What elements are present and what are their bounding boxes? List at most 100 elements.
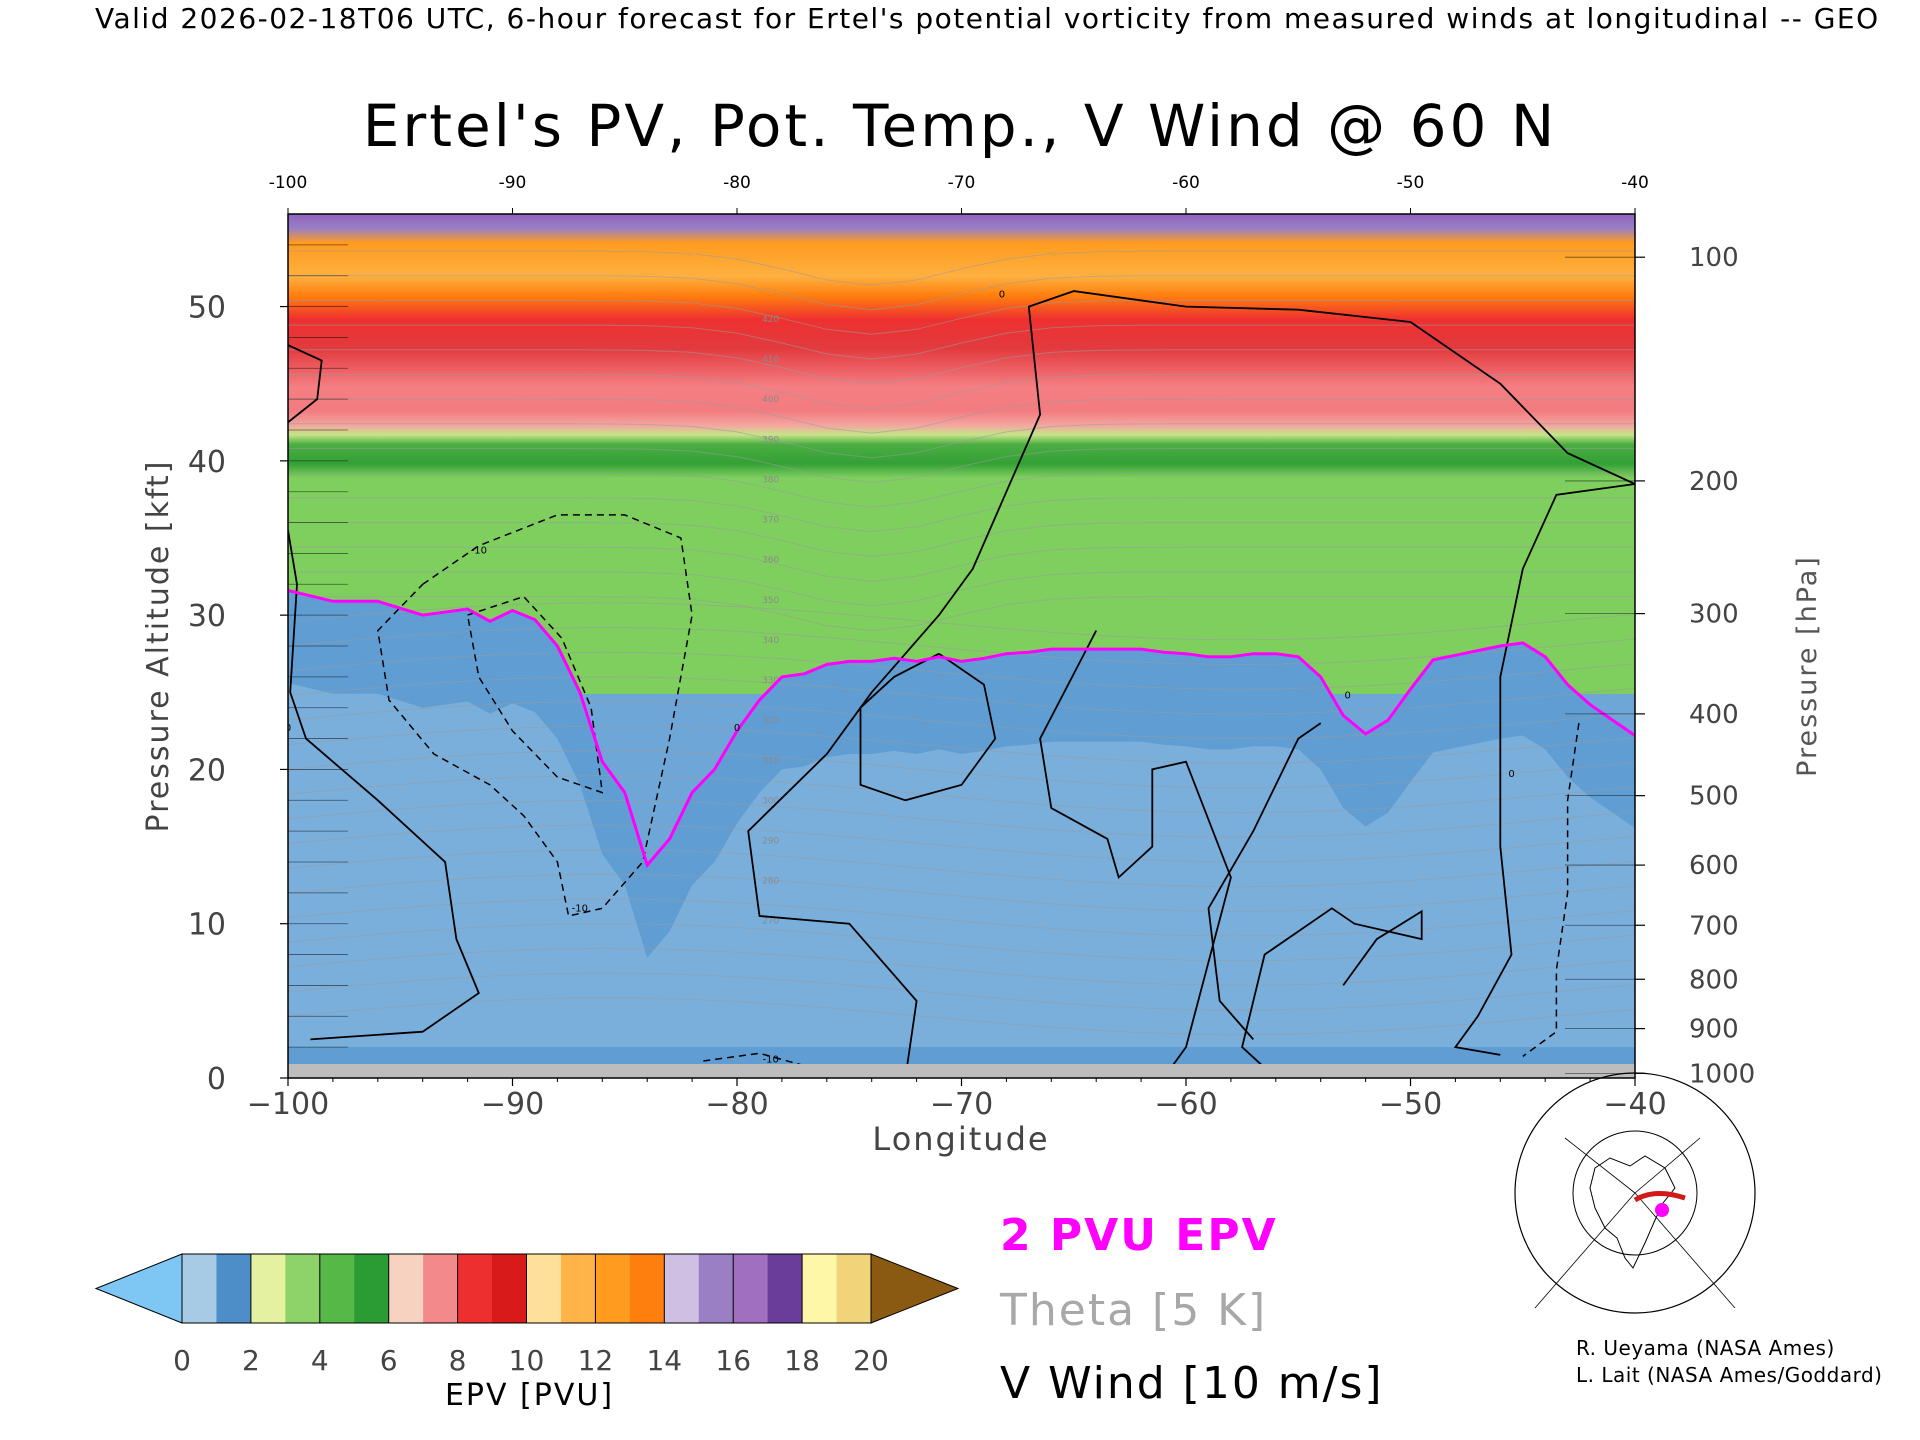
theta-contour <box>288 497 1635 533</box>
v-wind-contour-negative <box>376 514 1580 1067</box>
theta-contour <box>288 972 1635 1011</box>
x-tick-label: −40 <box>1603 1087 1666 1122</box>
colorbar-swatch <box>492 1254 527 1323</box>
colorbar-tick-label: 6 <box>380 1344 398 1377</box>
colorbar-tick-label: 12 <box>578 1344 614 1377</box>
y-tick-label: 40 <box>188 445 226 480</box>
v-wind-label: -10 <box>471 545 487 556</box>
v-wind-label: 0 <box>999 289 1005 300</box>
colorbar-swatch <box>595 1254 631 1323</box>
pressure-tick-label: 600 <box>1689 851 1739 881</box>
theta-contours: 420 410 400 390 380 370 360 350 340 330 320 310 300 2… <box>288 250 1635 1036</box>
theta-contour <box>288 596 1635 632</box>
theta-label: 390 <box>762 435 779 445</box>
theta-label: 280 <box>762 877 779 887</box>
x-top-tick-label: -100 <box>269 173 308 193</box>
x-top-tick-label: -90 <box>499 173 527 193</box>
theta-contour <box>288 571 1635 607</box>
v-wind-contour <box>288 344 480 1041</box>
colorbar-swatch <box>836 1254 872 1323</box>
v-wind-label: -10 <box>763 1055 779 1066</box>
pressure-tick-label: 900 <box>1689 1015 1739 1045</box>
x-tick-label: −80 <box>705 1087 768 1122</box>
theta-contour <box>288 374 1635 409</box>
theta-contour <box>288 448 1635 484</box>
y-tick-label: 0 <box>207 1062 226 1097</box>
x-tick-label: −100 <box>247 1087 329 1122</box>
theta-label: 330 <box>762 676 779 686</box>
theta-label: 410 <box>762 355 779 365</box>
v-wind-label: -10 <box>572 903 588 914</box>
pressure-tick-label: 200 <box>1689 467 1739 497</box>
pressure-axis-label: Pressure [hPa] <box>1792 555 1823 777</box>
theta-contour <box>288 651 1635 690</box>
colorbar-label: EPV [PVU] <box>444 1378 615 1413</box>
v-wind-contour <box>747 290 1635 1078</box>
x-tick-label: −60 <box>1154 1087 1217 1122</box>
colorbar-swatch <box>698 1254 734 1323</box>
x-tick-label: −50 <box>1379 1087 1442 1122</box>
colorbar-swatch <box>664 1254 700 1323</box>
pressure-tick-label: 300 <box>1689 600 1739 630</box>
v-wind-label: 0 <box>734 723 740 734</box>
x-top-tick-label: -60 <box>1172 173 1200 193</box>
colorbar-tick-label: 14 <box>646 1344 682 1377</box>
theta-contour <box>288 676 1635 715</box>
x-axis-top: -100 -90 -80 -70 -60 -50 -40 <box>269 173 1649 214</box>
theta-contour <box>288 398 1635 434</box>
colorbar-swatch <box>250 1254 286 1323</box>
x-axis-label: Longitude <box>872 1120 1049 1158</box>
terrain-mask <box>288 1064 1635 1078</box>
theta-contour <box>288 423 1635 459</box>
theta-contour <box>288 546 1635 582</box>
colorbar-swatch <box>182 1254 217 1323</box>
colorbar-tick-label: 18 <box>784 1344 820 1377</box>
theta-label: 420 <box>762 315 779 325</box>
theta-contour <box>288 775 1635 814</box>
colorbar-swatch <box>457 1254 493 1323</box>
theta-contour <box>288 898 1635 937</box>
y-axis-label: Pressure Altitude [kft] <box>141 460 176 833</box>
locator-map <box>1514 1072 1756 1314</box>
x-top-tick-label: -40 <box>1621 173 1649 193</box>
colorbar-over-arrow <box>870 1253 960 1324</box>
colorbar: 0 2 4 6 8 10 12 14 16 18 20 <box>94 1253 960 1377</box>
pressure-tick-label: 1000 <box>1689 1059 1755 1089</box>
x-axis: −100 −90 −80 −70 −60 −50 −40 <box>247 1078 1667 1122</box>
colorbar-swatch <box>767 1254 803 1323</box>
colorbar-tick-label: 0 <box>173 1344 191 1377</box>
theta-contour <box>288 299 1635 335</box>
colorbar-tick-label: 20 <box>853 1344 889 1377</box>
pressure-tick-label: 400 <box>1689 700 1739 730</box>
colorbar-swatch <box>216 1254 252 1323</box>
theta-label: 340 <box>762 636 779 646</box>
y-axis: 0 10 20 30 40 50 <box>188 244 348 1097</box>
colorbar-tick-label: 2 <box>242 1344 260 1377</box>
y-tick-label: 50 <box>188 291 226 326</box>
colorbar-swatch <box>319 1254 355 1323</box>
colorbar-swatch <box>560 1254 596 1323</box>
pressure-axis: 100 200 300 400 500 600 700 800 900 1000 <box>1565 243 1755 1089</box>
v-wind-label: 0 <box>285 723 291 734</box>
theta-contour <box>288 522 1635 558</box>
colorbar-swatch <box>388 1254 424 1323</box>
theta-contour <box>288 725 1635 764</box>
colorbar-swatch <box>423 1254 459 1323</box>
theta-contour <box>288 275 1635 311</box>
theta-contour <box>288 324 1635 360</box>
colorbar-under-arrow <box>94 1253 183 1324</box>
theta-contour <box>288 750 1635 789</box>
plot-area: 420 410 400 390 380 370 360 350 340 330 320 310 300 2… <box>285 214 1635 1078</box>
colorbar-tick-label: 10 <box>509 1344 545 1377</box>
theta-label: 300 <box>762 796 779 806</box>
theta-label: 380 <box>762 475 779 485</box>
theta-contour <box>288 700 1635 740</box>
pressure-tick-label: 100 <box>1689 243 1739 273</box>
theta-contour <box>288 626 1635 666</box>
troposphere-light-band <box>288 683 1635 1048</box>
x-top-tick-label: -70 <box>948 173 976 193</box>
x-top-tick-label: -50 <box>1397 173 1425 193</box>
pressure-tick-label: 800 <box>1689 965 1739 995</box>
v-wind-label: 0 <box>1344 690 1350 701</box>
